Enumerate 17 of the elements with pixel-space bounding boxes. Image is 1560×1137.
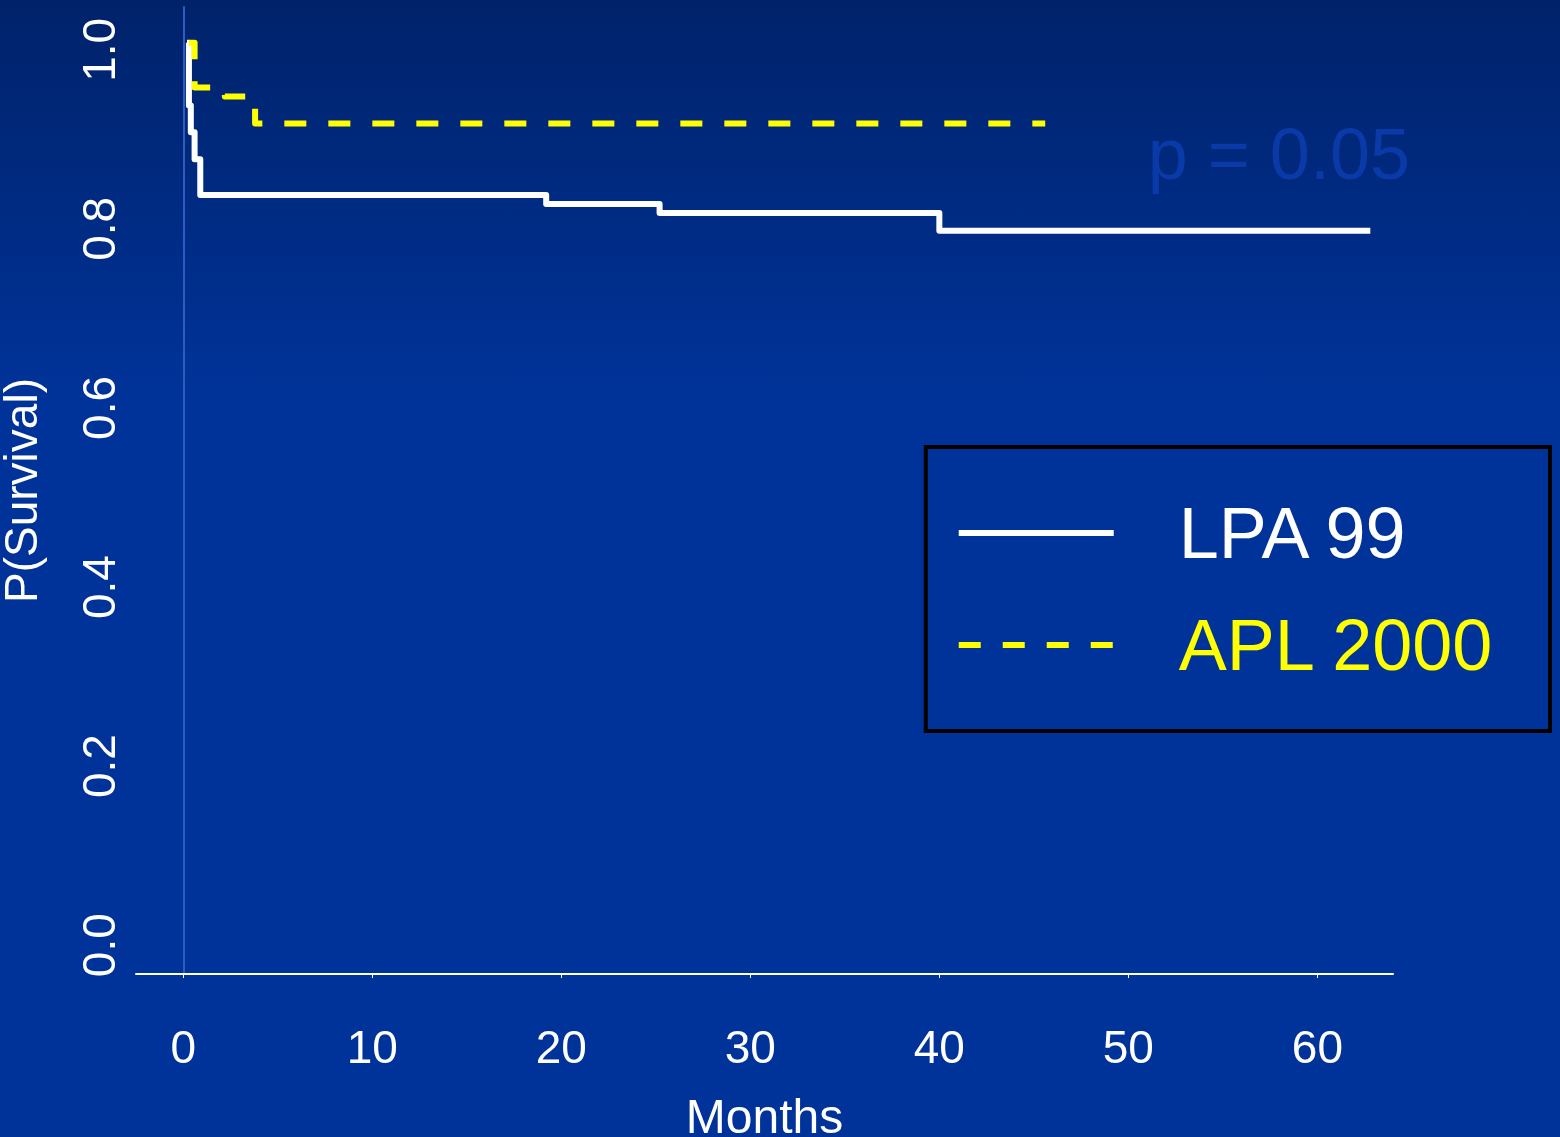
y-tick-label: 0.4 [73, 555, 125, 620]
legend-label: LPA 99 [1178, 493, 1406, 573]
x-tick-label: 30 [724, 1021, 776, 1073]
y-tick-label: 0.6 [73, 375, 125, 440]
y-tick-label: 0.0 [73, 913, 125, 978]
x-tick-label: 40 [913, 1021, 965, 1073]
y-axis-title: P(Survival) [0, 378, 47, 603]
y-tick-label: 0.2 [73, 734, 125, 799]
x-tick-label: 50 [1102, 1021, 1154, 1073]
legend-label: APL 2000 [1178, 605, 1493, 685]
x-tick-label: 60 [1291, 1021, 1343, 1073]
x-tick-label: 20 [535, 1021, 587, 1073]
x-tick-label: 0 [170, 1021, 197, 1073]
x-tick-label: 10 [346, 1021, 398, 1073]
y-tick-label: 0.8 [73, 196, 125, 261]
y-tick-label: 1.0 [73, 17, 125, 82]
x-axis-title: Months [685, 1089, 844, 1137]
